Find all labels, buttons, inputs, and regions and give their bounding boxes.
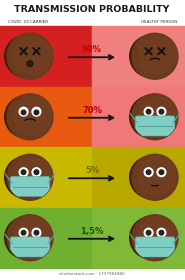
Circle shape [19,228,28,237]
Bar [0,147,92,207]
Bar [0,87,92,147]
Circle shape [5,217,47,259]
FancyBboxPatch shape [135,116,175,136]
Circle shape [32,168,41,177]
Circle shape [14,157,51,195]
Circle shape [21,170,26,174]
Circle shape [130,217,172,259]
Circle shape [138,218,176,255]
Bar [92,87,185,147]
Circle shape [144,168,153,177]
Circle shape [5,35,47,77]
Circle shape [21,110,26,115]
Text: TRANSMISSION PROBABILITY: TRANSMISSION PROBABILITY [14,4,170,13]
Circle shape [21,230,26,235]
Circle shape [146,109,151,114]
Text: COVID  19 CARRIER: COVID 19 CARRIER [8,20,48,24]
Circle shape [7,94,53,140]
Circle shape [138,97,176,134]
Circle shape [159,170,164,174]
Circle shape [159,109,164,114]
Circle shape [7,215,53,261]
Circle shape [5,156,47,199]
Circle shape [146,230,151,235]
Circle shape [132,33,178,79]
FancyBboxPatch shape [10,176,50,197]
Circle shape [34,110,39,115]
Circle shape [159,230,164,235]
Circle shape [132,154,178,200]
Bar [92,147,185,207]
Circle shape [157,228,166,237]
Circle shape [130,156,172,199]
FancyBboxPatch shape [10,237,50,257]
Bar [92,207,185,268]
Bar [0,26,92,87]
Text: shutterstock.com · 1737984980: shutterstock.com · 1737984980 [59,272,125,276]
Circle shape [34,170,39,174]
Circle shape [130,95,172,138]
Circle shape [5,95,47,138]
Circle shape [132,215,178,261]
Circle shape [144,107,153,116]
Text: 70%: 70% [82,106,102,115]
FancyBboxPatch shape [135,237,175,257]
Text: 1,5%: 1,5% [80,227,104,236]
Circle shape [130,35,172,77]
Text: HEALTHY PERSON: HEALTHY PERSON [141,20,177,24]
Bar [0,207,92,268]
Bar [92,26,185,87]
Circle shape [144,228,153,237]
Circle shape [132,94,178,140]
Circle shape [7,33,53,79]
Circle shape [14,218,51,255]
Circle shape [138,36,176,74]
Circle shape [7,154,53,200]
Circle shape [32,228,41,237]
Circle shape [27,61,33,66]
Text: 90%: 90% [82,45,102,54]
Circle shape [32,107,41,116]
Bar [0,18,185,26]
Circle shape [34,230,39,235]
Circle shape [19,168,28,177]
Circle shape [138,157,176,195]
Bar [0,0,185,18]
Circle shape [157,168,166,177]
Circle shape [14,36,51,74]
Circle shape [28,62,32,65]
Circle shape [19,107,28,116]
Circle shape [14,97,51,134]
Circle shape [157,107,166,116]
Circle shape [146,170,151,174]
Text: 5%: 5% [85,166,99,175]
